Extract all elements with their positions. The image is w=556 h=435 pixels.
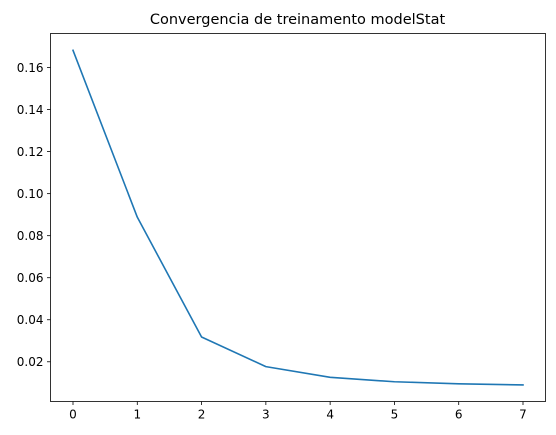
y-tick-label: 0.14 bbox=[17, 103, 44, 117]
x-tick-label: 6 bbox=[455, 408, 463, 422]
plot-area: 0 1 2 3 4 5 6 7 0.02 0.04 0.06 0.08 0.10 0.12 0.14 0.16 bbox=[17, 33, 546, 422]
y-tick-label: 0.02 bbox=[17, 355, 44, 369]
y-tick-label: 0.04 bbox=[17, 313, 44, 327]
x-tick-label: 3 bbox=[262, 408, 270, 422]
y-tick-label: 0.06 bbox=[17, 271, 44, 285]
x-tick-label: 7 bbox=[519, 408, 527, 422]
x-tick-label: 4 bbox=[326, 408, 334, 422]
y-tick-label: 0.12 bbox=[17, 145, 44, 159]
x-tick-label: 1 bbox=[133, 408, 141, 422]
axes-frame bbox=[50, 33, 546, 402]
series-line bbox=[71, 49, 524, 386]
y-tick-label: 0.10 bbox=[17, 187, 44, 201]
chart-title: Convergencia de treinamento modelStat bbox=[150, 12, 446, 28]
y-tick-label: 0.16 bbox=[17, 61, 44, 75]
x-tick-label: 2 bbox=[198, 408, 206, 422]
x-tick-label: 0 bbox=[69, 408, 77, 422]
y-tick-label: 0.08 bbox=[17, 229, 44, 243]
x-tick-label: 5 bbox=[391, 408, 399, 422]
